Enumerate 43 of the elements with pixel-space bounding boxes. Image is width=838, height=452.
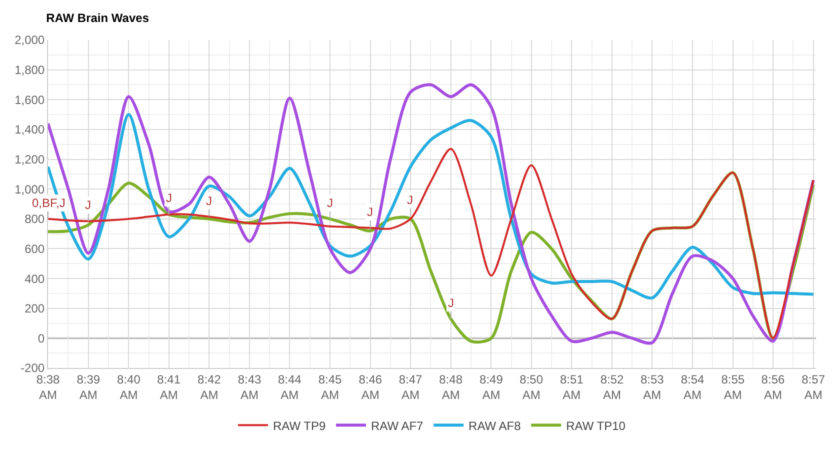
- x-tick-label: 8:57 AM: [802, 372, 826, 402]
- legend-label: RAW TP10: [566, 418, 626, 433]
- x-tick-label: 8:51 AM: [560, 372, 584, 402]
- annotation: J: [85, 198, 91, 212]
- x-tick-label: 8:40 AM: [117, 372, 141, 402]
- annotation: J: [367, 205, 373, 219]
- y-tick-label: 1,800: [14, 63, 45, 78]
- y-tick-label: 600: [24, 242, 45, 256]
- legend-label: RAW AF7: [371, 418, 424, 433]
- x-tick-label: 8:42 AM: [198, 372, 222, 402]
- y-tick-label: 1,600: [14, 92, 45, 107]
- y-tick-label: 1,400: [14, 122, 45, 137]
- annotation: J: [166, 191, 172, 205]
- y-tick-label: 800: [24, 212, 45, 226]
- annotation: J: [327, 196, 333, 210]
- x-tick-label: 8:48 AM: [439, 372, 463, 402]
- x-tick-label: 8:41 AM: [157, 372, 181, 402]
- x-tick-label: 8:47 AM: [398, 372, 422, 402]
- y-tick-label: 1,200: [14, 152, 45, 166]
- x-tick-label: 8:46 AM: [358, 372, 382, 402]
- x-tick-label: 8:44 AM: [278, 372, 302, 402]
- y-tick-label: 0: [38, 331, 45, 346]
- annotation: J: [206, 194, 212, 208]
- x-tick-label: 8:55 AM: [721, 372, 745, 402]
- annotation: 0,BF,J: [32, 196, 66, 210]
- x-tick-label: 8:50 AM: [520, 372, 544, 402]
- x-tick-label: 8:53 AM: [640, 372, 664, 402]
- annotation: J: [448, 296, 454, 310]
- y-tick-label: 200: [24, 302, 45, 316]
- x-tick-label: 8:45 AM: [318, 372, 342, 402]
- legend-label: RAW AF8: [468, 418, 522, 433]
- x-tick-label: 8:43 AM: [238, 372, 262, 402]
- x-tick-label: 8:49 AM: [480, 372, 504, 402]
- x-tick-label: 8:52 AM: [600, 372, 624, 402]
- chart-title: RAW Brain Waves: [46, 10, 150, 25]
- x-tick-label: 8:54 AM: [680, 372, 705, 402]
- x-tick-label: 8:39 AM: [76, 372, 100, 402]
- x-tick-label: 8:56 AM: [761, 372, 785, 402]
- annotation: J: [407, 193, 413, 207]
- y-tick-label: 400: [24, 272, 45, 286]
- y-tick-label: 2,000: [14, 33, 45, 48]
- y-tick-label: 1,000: [14, 182, 45, 196]
- legend-label: RAW TP9: [273, 418, 326, 433]
